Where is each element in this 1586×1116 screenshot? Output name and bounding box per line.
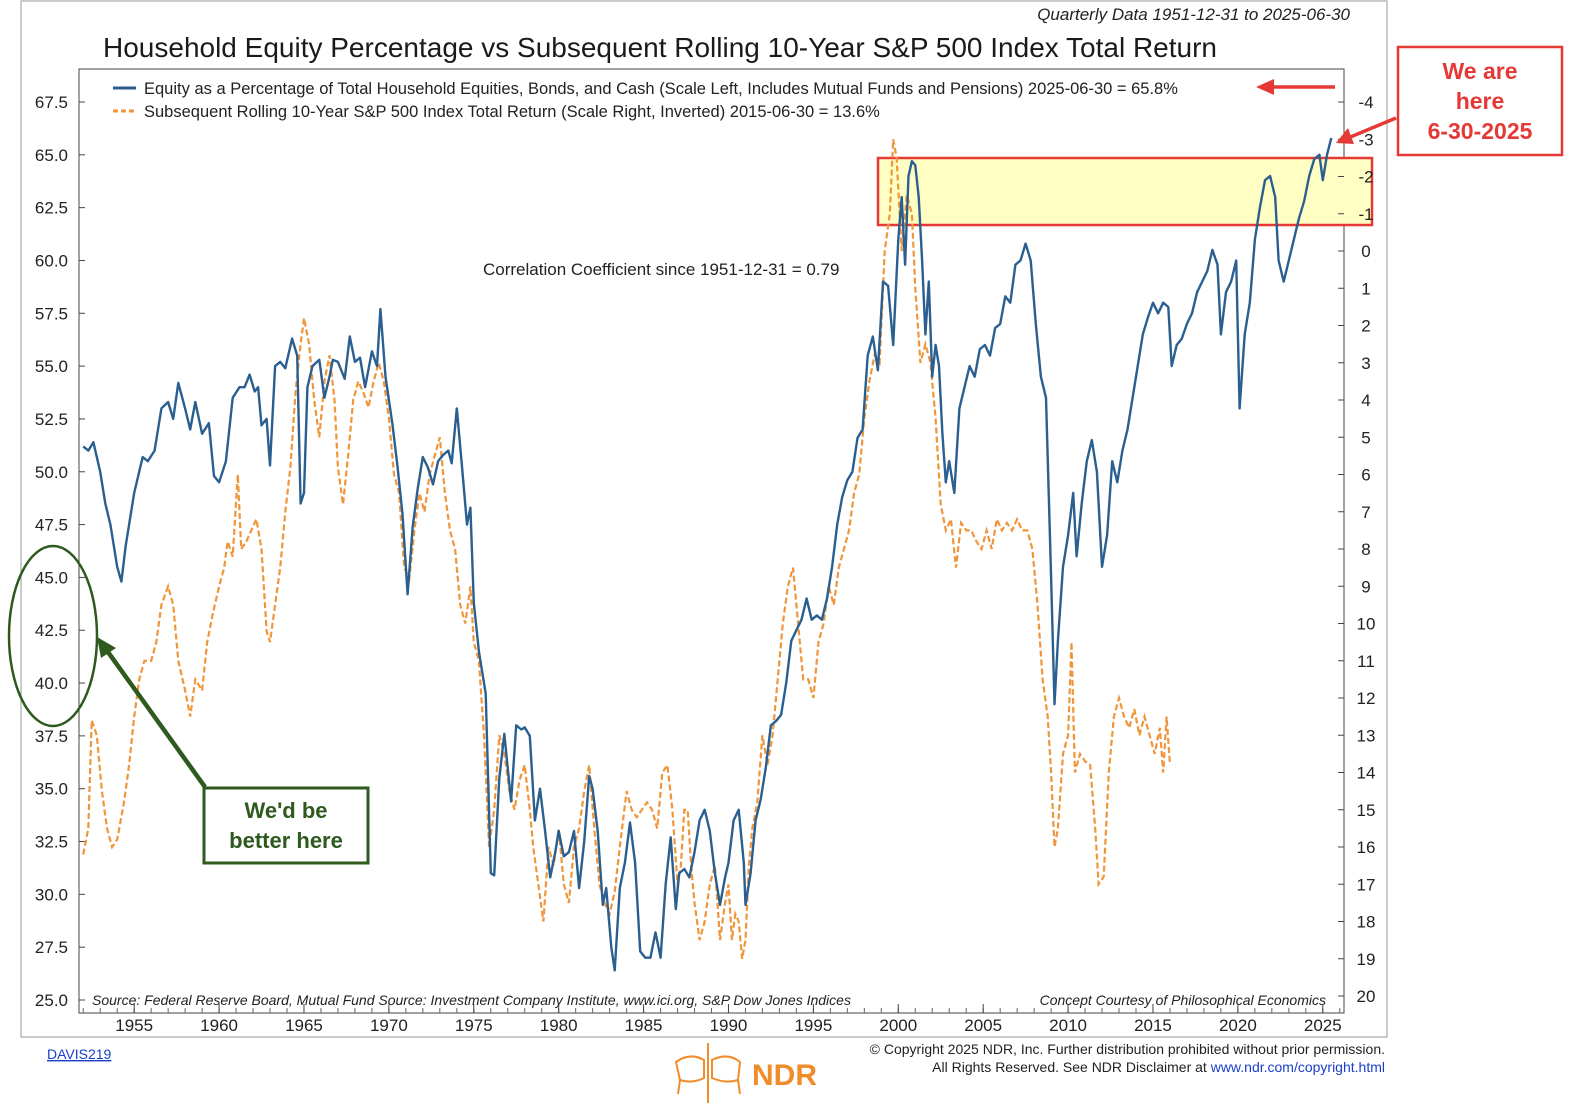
x-axis: 1955 1960 1965 1970 1975 1980 1985 1990 1995 2000…	[82, 1004, 1342, 1035]
x-tick-label: 2015	[1134, 1016, 1172, 1035]
rights-text: All Rights Reserved. See NDR Disclaimer …	[932, 1059, 1211, 1075]
legend-returns-label: Subsequent Rolling 10-Year S&P 500 Index…	[144, 103, 880, 121]
left-tick-label: 47.5	[35, 516, 68, 535]
right-tick-label: 19	[1357, 950, 1376, 969]
right-tick-label: 5	[1361, 428, 1370, 447]
x-tick-label: 2020	[1219, 1016, 1257, 1035]
x-tick-label: 2010	[1049, 1016, 1087, 1035]
left-tick-label: 45.0	[35, 568, 68, 587]
right-tick-label: 2	[1361, 317, 1370, 336]
right-tick-label: 6	[1361, 466, 1370, 485]
better-callout-box	[202, 786, 370, 865]
x-tick-label: 1960	[200, 1016, 238, 1035]
right-tick-label: 13	[1357, 726, 1376, 745]
left-tick-label: 35.0	[35, 780, 68, 799]
x-tick-label: 2025	[1304, 1016, 1342, 1035]
x-tick-label: 1975	[455, 1016, 493, 1035]
highlight-band	[876, 156, 1374, 227]
right-tick-label: 3	[1361, 354, 1370, 373]
here-arrow-legend-head	[1256, 79, 1274, 95]
right-tick-label: -4	[1358, 93, 1373, 112]
disclaimer-link[interactable]: www.ndr.com/copyright.html	[1210, 1059, 1385, 1075]
left-axis: 25.0 27.5 30.0 32.5 35.0 37.5 40.0 42.5 45.0 47.5…	[35, 93, 85, 1010]
better-callout: We'd be better here	[7, 544, 370, 865]
legend-equity-label: Equity as a Percentage of Total Househol…	[144, 80, 1178, 98]
better-ellipse	[7, 544, 99, 728]
right-tick-label: 11	[1357, 652, 1375, 671]
left-tick-label: 32.5	[35, 833, 68, 852]
chart-title: Household Equity Percentage vs Subsequen…	[103, 32, 1217, 63]
better-callout-line-2: better here	[229, 828, 343, 853]
left-tick-label: 27.5	[35, 938, 68, 957]
right-tick-label: 12	[1357, 689, 1376, 708]
x-tick-label: 1995	[794, 1016, 832, 1035]
right-tick-label: -3	[1358, 130, 1373, 149]
source-note: Source: Federal Reserve Board, Mutual Fu…	[92, 992, 851, 1008]
x-tick-label: 1970	[370, 1016, 408, 1035]
left-tick-label: 30.0	[35, 885, 68, 904]
series-layer	[82, 137, 1333, 972]
x-tick-label: 2005	[964, 1016, 1002, 1035]
correlation-note: Correlation Coefficient since 1951-12-31…	[483, 260, 839, 279]
ndr-logo: NDR	[674, 1043, 817, 1103]
right-tick-label: -2	[1358, 168, 1373, 187]
chart-subtitle: Quarterly Data 1951-12-31 to 2025-06-30	[1037, 5, 1350, 24]
here-callout: We are here 6-30-2025	[1256, 45, 1564, 157]
left-tick-label: 42.5	[35, 621, 68, 640]
right-tick-label: 10	[1357, 615, 1376, 634]
right-tick-label: 1	[1361, 279, 1370, 298]
left-tick-label: 62.5	[35, 199, 68, 218]
bull-bear-icon	[674, 1043, 742, 1103]
ndr-wordmark: NDR	[752, 1059, 817, 1092]
left-tick-label: 55.0	[35, 357, 68, 376]
credit-note: Concept Courtesy of Philosophical Econom…	[1040, 992, 1326, 1008]
right-tick-label: 15	[1357, 801, 1376, 820]
here-callout-line-3: 6-30-2025	[1428, 118, 1533, 144]
x-tick-label: 1980	[540, 1016, 578, 1035]
here-callout-box	[1396, 45, 1564, 157]
left-tick-label: 60.0	[35, 251, 68, 270]
right-tick-label: 4	[1361, 391, 1370, 410]
x-tick-label: 1965	[285, 1016, 323, 1035]
left-tick-label: 65.0	[35, 146, 68, 165]
x-tick-label: 1990	[710, 1016, 748, 1035]
x-tick-label: 1955	[115, 1016, 153, 1035]
here-arrow-point	[1347, 116, 1397, 140]
right-tick-label: 17	[1357, 875, 1376, 894]
right-tick-label: 9	[1361, 577, 1370, 596]
here-callout-line-1: We are	[1442, 58, 1517, 84]
right-tick-label: 8	[1361, 540, 1370, 559]
right-tick-label: 16	[1357, 838, 1376, 857]
right-tick-label: 18	[1357, 913, 1376, 932]
legend: Equity as a Percentage of Total Househol…	[113, 80, 1178, 121]
left-tick-label: 50.0	[35, 463, 68, 482]
left-tick-label: 57.5	[35, 304, 68, 323]
better-arrow	[106, 650, 207, 789]
right-tick-label: 0	[1361, 242, 1370, 261]
better-callout-line-1: We'd be	[244, 798, 327, 823]
chart-code-link[interactable]: DAVIS219	[47, 1046, 112, 1062]
x-tick-label: 2000	[879, 1016, 917, 1035]
equity-line	[82, 137, 1333, 972]
outer-frame	[20, 0, 1388, 1038]
left-tick-label: 67.5	[35, 93, 68, 112]
x-tick-label: 1985	[625, 1016, 663, 1035]
copyright-line: © Copyright 2025 NDR, Inc. Further distr…	[870, 1041, 1385, 1057]
left-tick-label: 40.0	[35, 674, 68, 693]
rights-line: All Rights Reserved. See NDR Disclaimer …	[932, 1059, 1385, 1075]
returns-line	[82, 139, 1172, 959]
left-tick-label: 37.5	[35, 727, 68, 746]
here-arrow-point-head	[1336, 128, 1354, 144]
right-tick-label: 20	[1357, 987, 1376, 1006]
right-tick-label: -1	[1358, 205, 1373, 224]
right-tick-label: 7	[1361, 503, 1370, 522]
better-arrow-head	[97, 637, 116, 658]
left-tick-label: 52.5	[35, 410, 68, 429]
here-callout-line-2: here	[1456, 88, 1505, 114]
left-tick-label: 25.0	[35, 991, 68, 1010]
right-tick-label: 14	[1357, 764, 1376, 783]
